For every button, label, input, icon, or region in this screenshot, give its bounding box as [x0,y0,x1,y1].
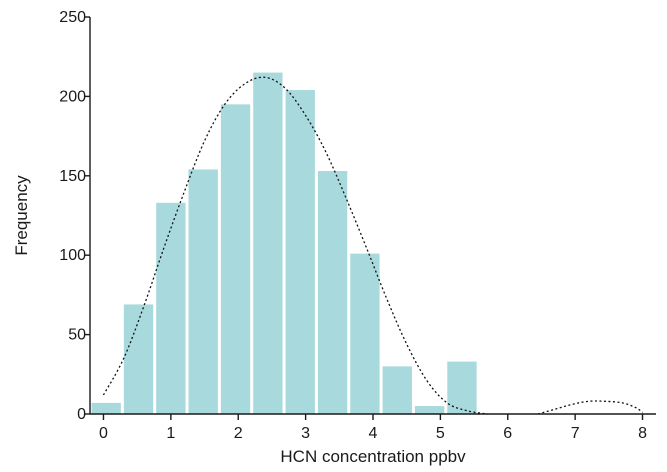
y-tick-label-50: 50 [68,327,86,344]
x-tick-label-4: 4 [369,425,378,442]
histogram-bar-10 [414,406,445,414]
y-tick-label-150: 150 [59,168,86,185]
histogram-bar-2 [156,202,186,414]
x-tick-label-0: 0 [99,425,108,442]
y-axis-label: Frequency [12,175,31,256]
fit-curve-1 [537,400,643,415]
histogram-bar-9 [382,366,412,414]
x-axis-label: HCN concentration ppbv [280,447,466,466]
histogram-bar-11 [447,361,477,414]
histogram-bar-3 [188,169,218,414]
x-tick-label-3: 3 [301,425,310,442]
histogram-bar-5 [253,72,283,414]
y-tick-label-0: 0 [77,406,86,423]
x-tick-label-1: 1 [166,425,175,442]
axes-layer: 0 50 100 150 200 250 0 1 2 3 4 5 6 7 8 [59,9,656,442]
bars-layer [91,72,477,414]
histogram-bar-1 [123,304,154,414]
y-tick-label-250: 250 [59,9,86,26]
histogram-bar-6 [285,90,315,414]
x-tick-label-6: 6 [503,425,512,442]
y-tick-label-100: 100 [59,247,86,264]
y-tick-label-200: 200 [59,88,86,105]
x-tick-label-7: 7 [571,425,580,442]
histogram-bar-8 [350,253,380,414]
histogram-bar-7 [317,171,348,414]
x-tick-label-5: 5 [436,425,445,442]
x-tick-label-2: 2 [234,425,243,442]
fit-curve-0 [102,76,488,415]
fit-curves-layer [102,76,643,415]
histogram-bar-0 [91,402,121,414]
x-tick-label-8: 8 [638,425,647,442]
histogram-bar-4 [220,104,251,414]
